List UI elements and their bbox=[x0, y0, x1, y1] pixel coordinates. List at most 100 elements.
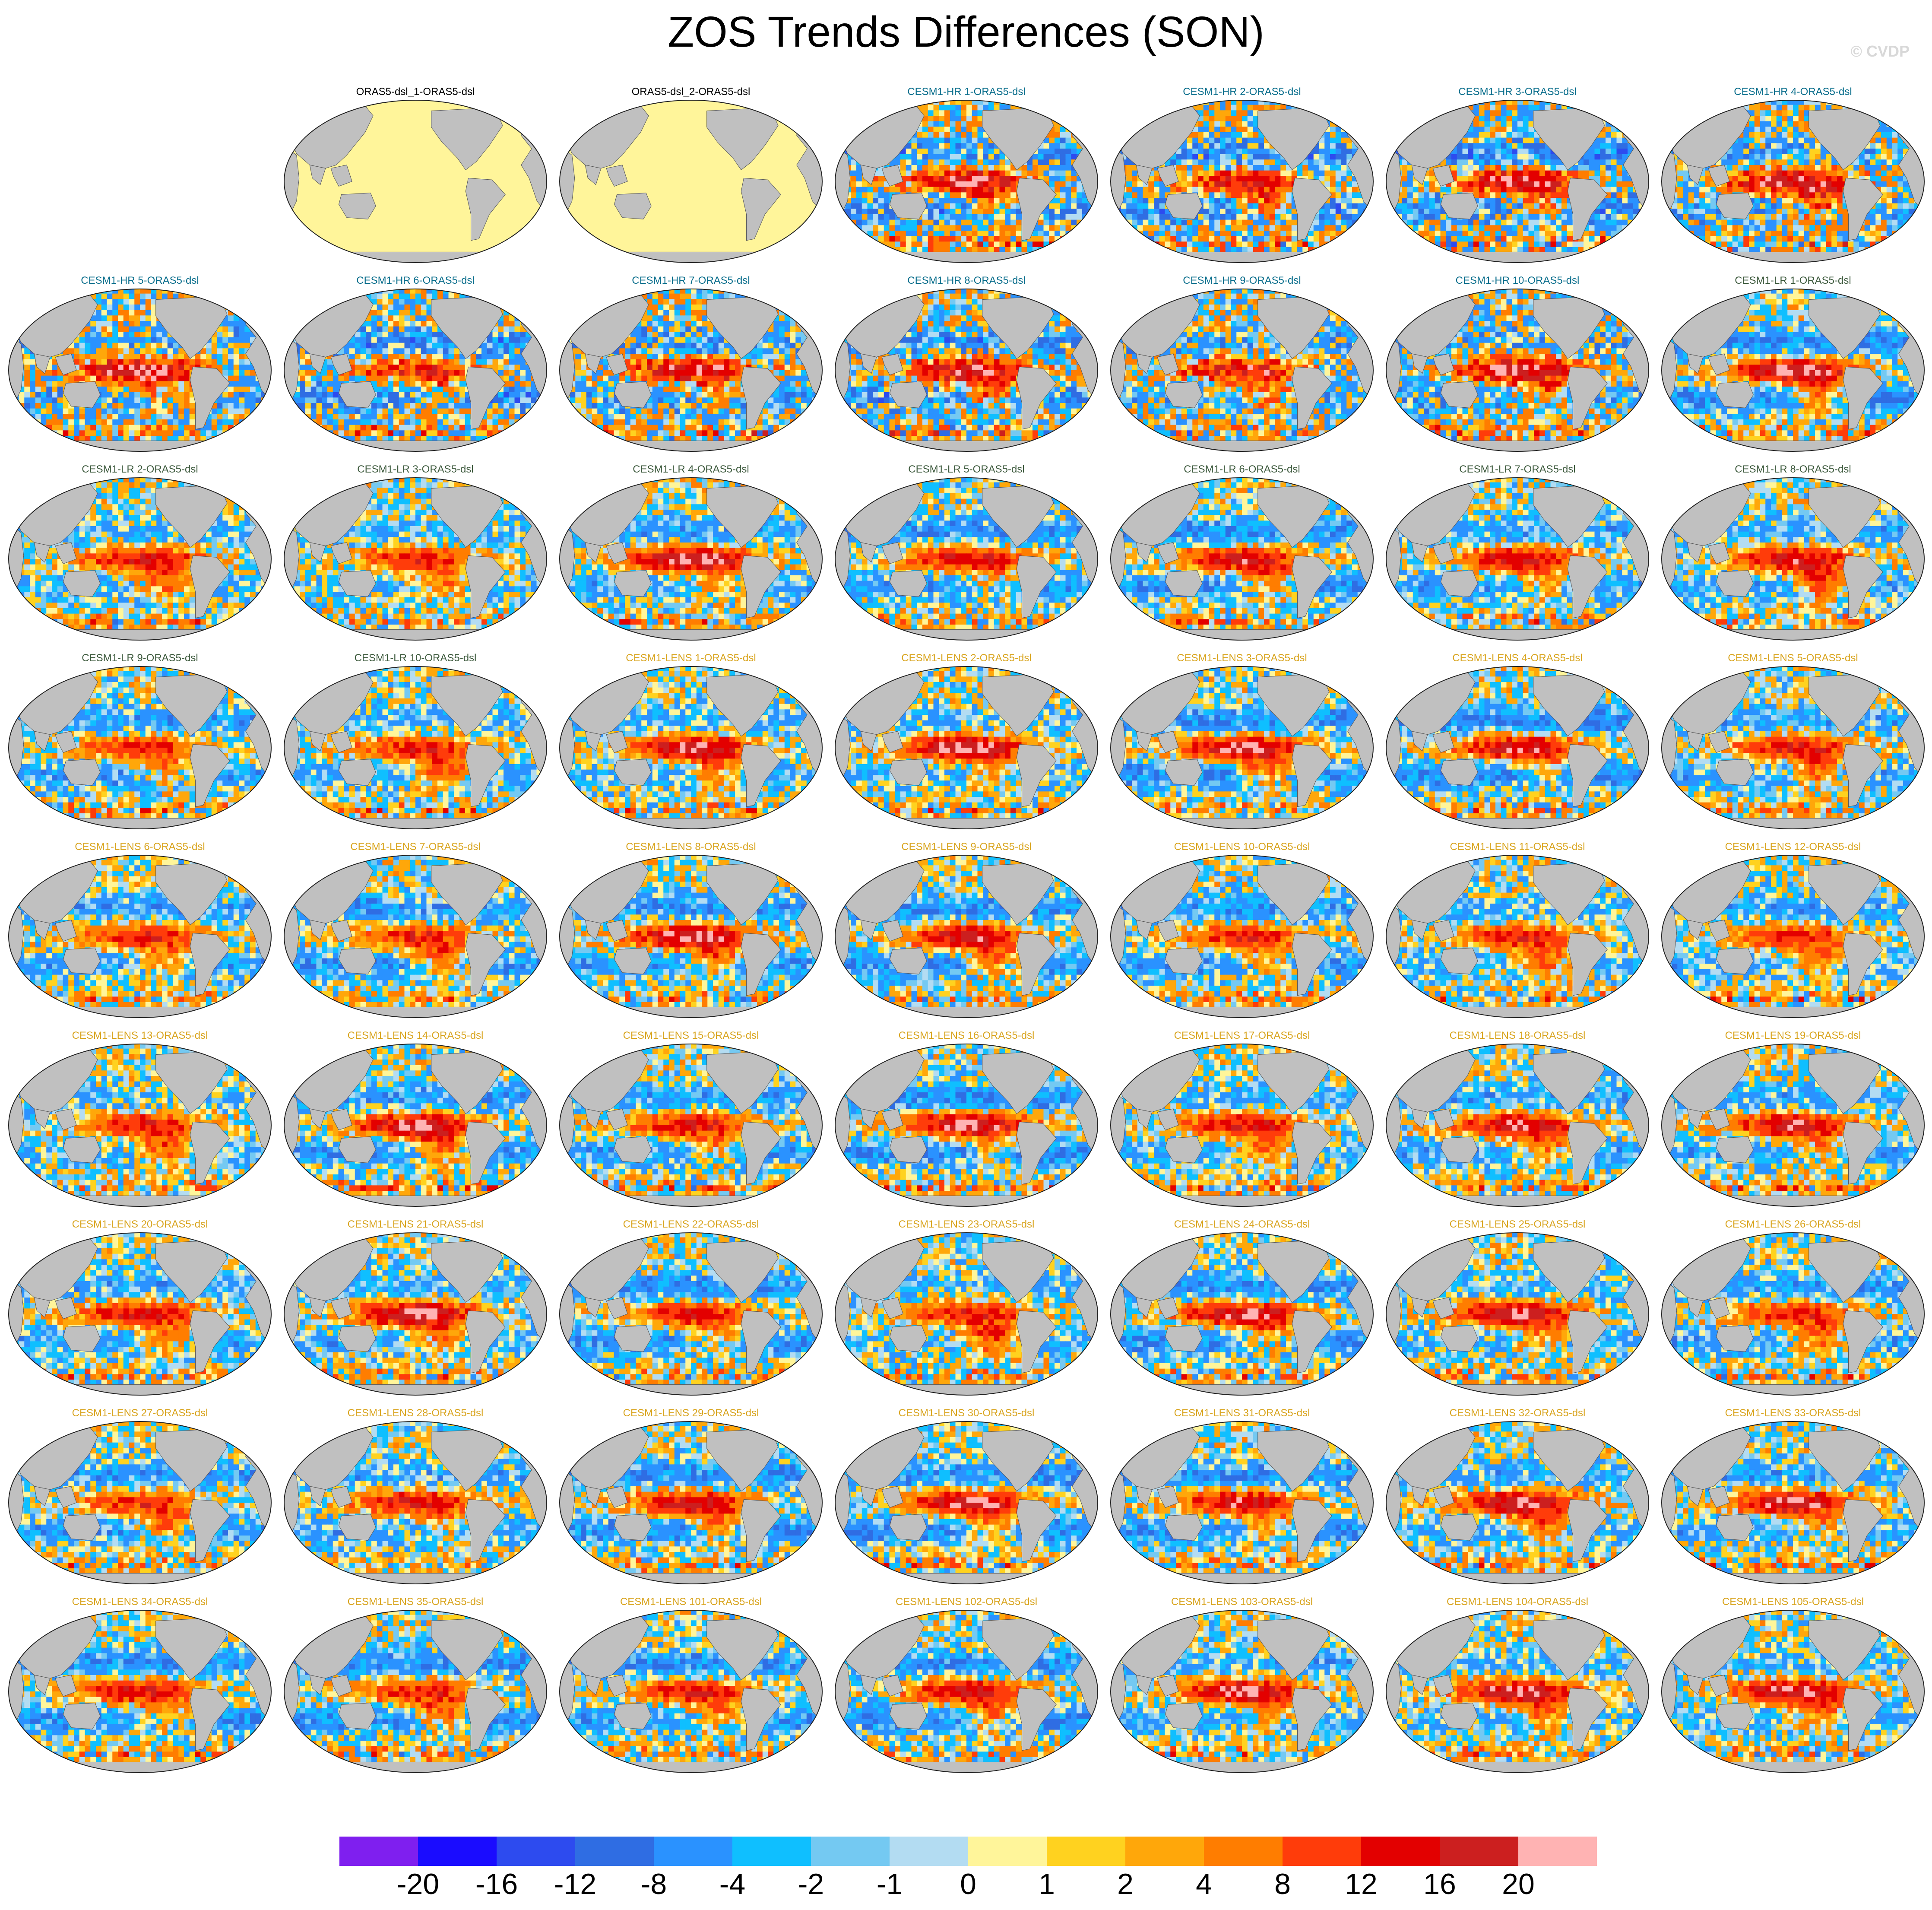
field-cell bbox=[1088, 231, 1093, 236]
field-cell bbox=[939, 198, 944, 203]
field-cell bbox=[983, 187, 988, 193]
field-cell bbox=[1446, 241, 1451, 247]
field-cell bbox=[1903, 105, 1909, 111]
field-cell bbox=[1198, 127, 1204, 132]
field-cell bbox=[840, 220, 846, 225]
field-cell bbox=[972, 181, 978, 187]
field-cell bbox=[1914, 143, 1920, 149]
field-cell bbox=[1110, 127, 1115, 132]
field-cell bbox=[1352, 198, 1358, 203]
field-cell bbox=[1617, 198, 1622, 203]
field-cell bbox=[1429, 181, 1435, 187]
field-cell bbox=[1473, 236, 1479, 242]
field-cell bbox=[1435, 192, 1441, 198]
field-cell bbox=[1793, 154, 1799, 160]
field-cell bbox=[1870, 149, 1876, 154]
field-cell bbox=[1187, 258, 1193, 263]
field-cell bbox=[1595, 159, 1600, 165]
field-cell bbox=[1038, 253, 1044, 258]
field-cell bbox=[1209, 159, 1215, 165]
field-cell bbox=[1060, 209, 1066, 214]
field-cell bbox=[1743, 159, 1749, 165]
field-cell bbox=[922, 143, 928, 149]
field-cell bbox=[1892, 116, 1898, 121]
field-cell bbox=[1159, 231, 1165, 236]
field-cell bbox=[1611, 105, 1617, 111]
field-cell bbox=[1661, 138, 1666, 143]
field-cell bbox=[1523, 241, 1529, 247]
field-cell bbox=[1358, 236, 1363, 242]
field-cell bbox=[1204, 231, 1209, 236]
field-cell bbox=[961, 110, 966, 116]
field-cell bbox=[1385, 154, 1391, 160]
field-cell bbox=[1000, 171, 1005, 176]
field-cell bbox=[978, 236, 983, 242]
field-cell bbox=[966, 159, 972, 165]
field-cell bbox=[1529, 154, 1534, 160]
field-cell bbox=[1600, 110, 1606, 116]
field-cell bbox=[1132, 209, 1137, 214]
field-cell bbox=[856, 220, 862, 225]
field-cell bbox=[1038, 225, 1044, 231]
field-cell bbox=[1391, 236, 1397, 242]
field-cell bbox=[1236, 116, 1242, 121]
field-cell bbox=[1529, 192, 1534, 198]
field-cell bbox=[1507, 154, 1512, 160]
field-cell bbox=[1473, 138, 1479, 143]
field-cell bbox=[978, 214, 983, 220]
field-cell bbox=[1479, 214, 1485, 220]
field-cell bbox=[1165, 105, 1171, 111]
field-cell bbox=[1198, 187, 1204, 193]
field-cell bbox=[1760, 138, 1766, 143]
field-cell bbox=[1495, 214, 1501, 220]
field-cell bbox=[1777, 110, 1782, 116]
field-cell bbox=[1765, 132, 1771, 138]
field-cell bbox=[1622, 253, 1628, 258]
field-cell bbox=[928, 165, 934, 171]
field-cell bbox=[1231, 154, 1237, 160]
field-cell bbox=[1429, 198, 1435, 203]
field-cell bbox=[1088, 132, 1093, 138]
field-cell bbox=[1595, 154, 1600, 160]
field-cell bbox=[1523, 105, 1529, 111]
field-cell bbox=[1204, 214, 1209, 220]
field-cell bbox=[1077, 121, 1082, 127]
field-cell bbox=[1363, 132, 1369, 138]
field-cell bbox=[1033, 159, 1038, 165]
field-cell bbox=[1782, 143, 1788, 149]
field-cell bbox=[939, 209, 944, 214]
field-cell bbox=[1148, 247, 1154, 253]
field-cell bbox=[1407, 192, 1413, 198]
field-cell bbox=[1765, 110, 1771, 116]
field-cell bbox=[1132, 203, 1137, 209]
field-cell bbox=[1049, 231, 1055, 236]
field-cell bbox=[1495, 176, 1501, 181]
field-cell bbox=[1270, 105, 1275, 111]
field-cell bbox=[966, 110, 972, 116]
field-cell bbox=[1049, 154, 1055, 160]
field-cell bbox=[961, 220, 966, 225]
field-cell bbox=[1055, 187, 1060, 193]
field-cell bbox=[917, 171, 922, 176]
field-cell bbox=[939, 176, 944, 181]
field-cell bbox=[1066, 236, 1071, 242]
field-cell bbox=[1209, 187, 1215, 193]
field-cell bbox=[1606, 220, 1611, 225]
field-cell bbox=[1341, 176, 1347, 181]
field-cell bbox=[1308, 165, 1314, 171]
field-cell bbox=[1270, 165, 1275, 171]
field-cell bbox=[1336, 225, 1341, 231]
field-cell bbox=[895, 225, 900, 231]
field-cell bbox=[1699, 116, 1705, 121]
field-cell bbox=[1358, 220, 1363, 225]
field-cell bbox=[878, 209, 884, 214]
field-cell bbox=[1534, 192, 1539, 198]
field-cell bbox=[1275, 203, 1281, 209]
field-cell bbox=[851, 105, 856, 111]
field-cell bbox=[1517, 149, 1523, 154]
field-cell bbox=[1539, 214, 1545, 220]
field-cell bbox=[1209, 154, 1215, 160]
field-cell bbox=[1060, 110, 1066, 116]
field-cell bbox=[1137, 214, 1143, 220]
field-cell bbox=[1529, 165, 1534, 171]
